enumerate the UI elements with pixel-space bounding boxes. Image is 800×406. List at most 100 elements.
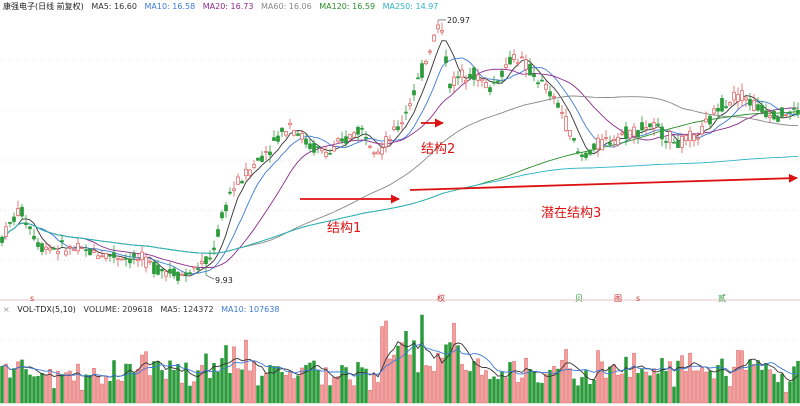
volume-bar-175 xyxy=(700,367,704,404)
ma250-label: MA250: 14.97 xyxy=(382,2,439,11)
candle-body-179 xyxy=(716,107,720,112)
volume-bar-32 xyxy=(128,363,132,404)
candle-body-140 xyxy=(560,112,564,114)
volume-bar-87 xyxy=(348,379,352,404)
volume-bar-159 xyxy=(636,373,640,404)
volume-bar-148 xyxy=(592,379,596,404)
volume-bar-161 xyxy=(644,371,648,404)
candle-body-46 xyxy=(184,272,188,276)
ma60-label: MA60: 16.06 xyxy=(261,2,312,11)
candle-body-152 xyxy=(608,142,612,145)
candle-body-127 xyxy=(508,56,512,65)
candle-body-81 xyxy=(324,152,328,157)
volume-bar-76 xyxy=(304,364,308,404)
candle-body-42 xyxy=(168,268,172,274)
volume-bar-59 xyxy=(236,368,240,404)
volume-bar-144 xyxy=(576,385,580,404)
volume-bar-115 xyxy=(460,364,464,404)
candle-body-141 xyxy=(564,116,568,131)
event-marker-4: s xyxy=(636,294,640,303)
candle-body-98 xyxy=(392,126,396,130)
volume-bar-72 xyxy=(288,371,292,404)
volume-bar-63 xyxy=(252,361,256,404)
annotation-structure1: 结构1 xyxy=(327,221,362,236)
volume-bar-140 xyxy=(560,360,564,404)
volume-bar-154 xyxy=(616,374,620,404)
volume-bar-45 xyxy=(180,382,184,404)
low-label-leader xyxy=(205,274,215,280)
volume-bar-36 xyxy=(144,351,148,404)
volume-bar-81 xyxy=(324,367,328,404)
candle-body-2 xyxy=(8,221,12,224)
candle-body-5 xyxy=(20,206,24,217)
candle-body-173 xyxy=(692,134,696,141)
candle-body-113 xyxy=(452,76,456,86)
volume-bar-183 xyxy=(732,366,736,404)
volume-bar-0 xyxy=(0,366,4,404)
candle-body-115 xyxy=(460,69,464,78)
candle-body-185 xyxy=(740,90,744,101)
candle-body-55 xyxy=(220,212,224,219)
candle-body-122 xyxy=(488,87,492,93)
candle-body-1 xyxy=(4,226,8,237)
candle-body-9 xyxy=(36,242,40,247)
candle-body-18 xyxy=(72,248,76,251)
volume-bar-13 xyxy=(52,388,56,404)
volume-bar-160 xyxy=(640,368,644,404)
candle-body-24 xyxy=(96,255,100,259)
volume-ma10-line xyxy=(1,343,799,378)
volume-bar-51 xyxy=(204,353,208,404)
volume-bar-193 xyxy=(772,373,776,404)
volume-bar-199 xyxy=(796,360,800,404)
volume-bar-111 xyxy=(444,344,448,404)
volume-bar-38 xyxy=(152,361,156,404)
volume-bar-16 xyxy=(64,372,68,404)
candle-body-196 xyxy=(784,114,788,116)
volume-bar-130 xyxy=(520,377,524,404)
volume-bar-47 xyxy=(188,385,192,404)
candle-body-148 xyxy=(592,143,596,150)
candle-body-73 xyxy=(292,130,296,136)
close-icon[interactable]: × xyxy=(3,305,10,314)
candle-body-51 xyxy=(204,256,208,265)
volume-bar-121 xyxy=(484,370,488,404)
volume-bar-33 xyxy=(132,372,136,404)
candle-body-162 xyxy=(648,123,652,128)
volume-bar-113 xyxy=(452,323,456,404)
candle-body-41 xyxy=(164,271,168,277)
volume-bar-127 xyxy=(508,362,512,404)
candle-body-87 xyxy=(348,134,352,139)
candle-body-32 xyxy=(128,258,132,264)
volume-bar-131 xyxy=(524,358,528,404)
volume-bar-120 xyxy=(480,374,484,404)
candle-body-164 xyxy=(656,123,660,126)
volume-bar-58 xyxy=(232,346,236,404)
volume-bar-149 xyxy=(596,350,600,404)
candle-body-16 xyxy=(64,250,68,256)
volume-bar-69 xyxy=(276,366,280,404)
candle-body-128 xyxy=(512,54,516,60)
volume-bar-116 xyxy=(464,369,468,404)
volume-bar-29 xyxy=(116,379,120,404)
candle-body-31 xyxy=(124,257,128,260)
candle-body-194 xyxy=(776,116,780,122)
volume-bar-99 xyxy=(396,345,400,404)
candle-body-4 xyxy=(16,208,20,216)
volume-bar-98 xyxy=(392,354,396,404)
candle-body-84 xyxy=(336,138,340,142)
candle-body-76 xyxy=(304,138,308,145)
candle-body-93 xyxy=(372,152,376,155)
candle-body-187 xyxy=(748,99,752,106)
candle-body-188 xyxy=(752,100,756,111)
volume-bar-156 xyxy=(624,356,628,404)
candle-body-77 xyxy=(308,143,312,149)
ma120-label: MA120: 16.59 xyxy=(319,2,376,11)
candle-body-91 xyxy=(364,137,368,139)
volume-bar-100 xyxy=(400,342,404,404)
volume-bar-117 xyxy=(468,371,472,404)
volume-bar-82 xyxy=(328,385,332,404)
volume-bar-118 xyxy=(472,361,476,404)
candle-body-102 xyxy=(408,103,412,107)
candle-body-13 xyxy=(52,247,56,250)
